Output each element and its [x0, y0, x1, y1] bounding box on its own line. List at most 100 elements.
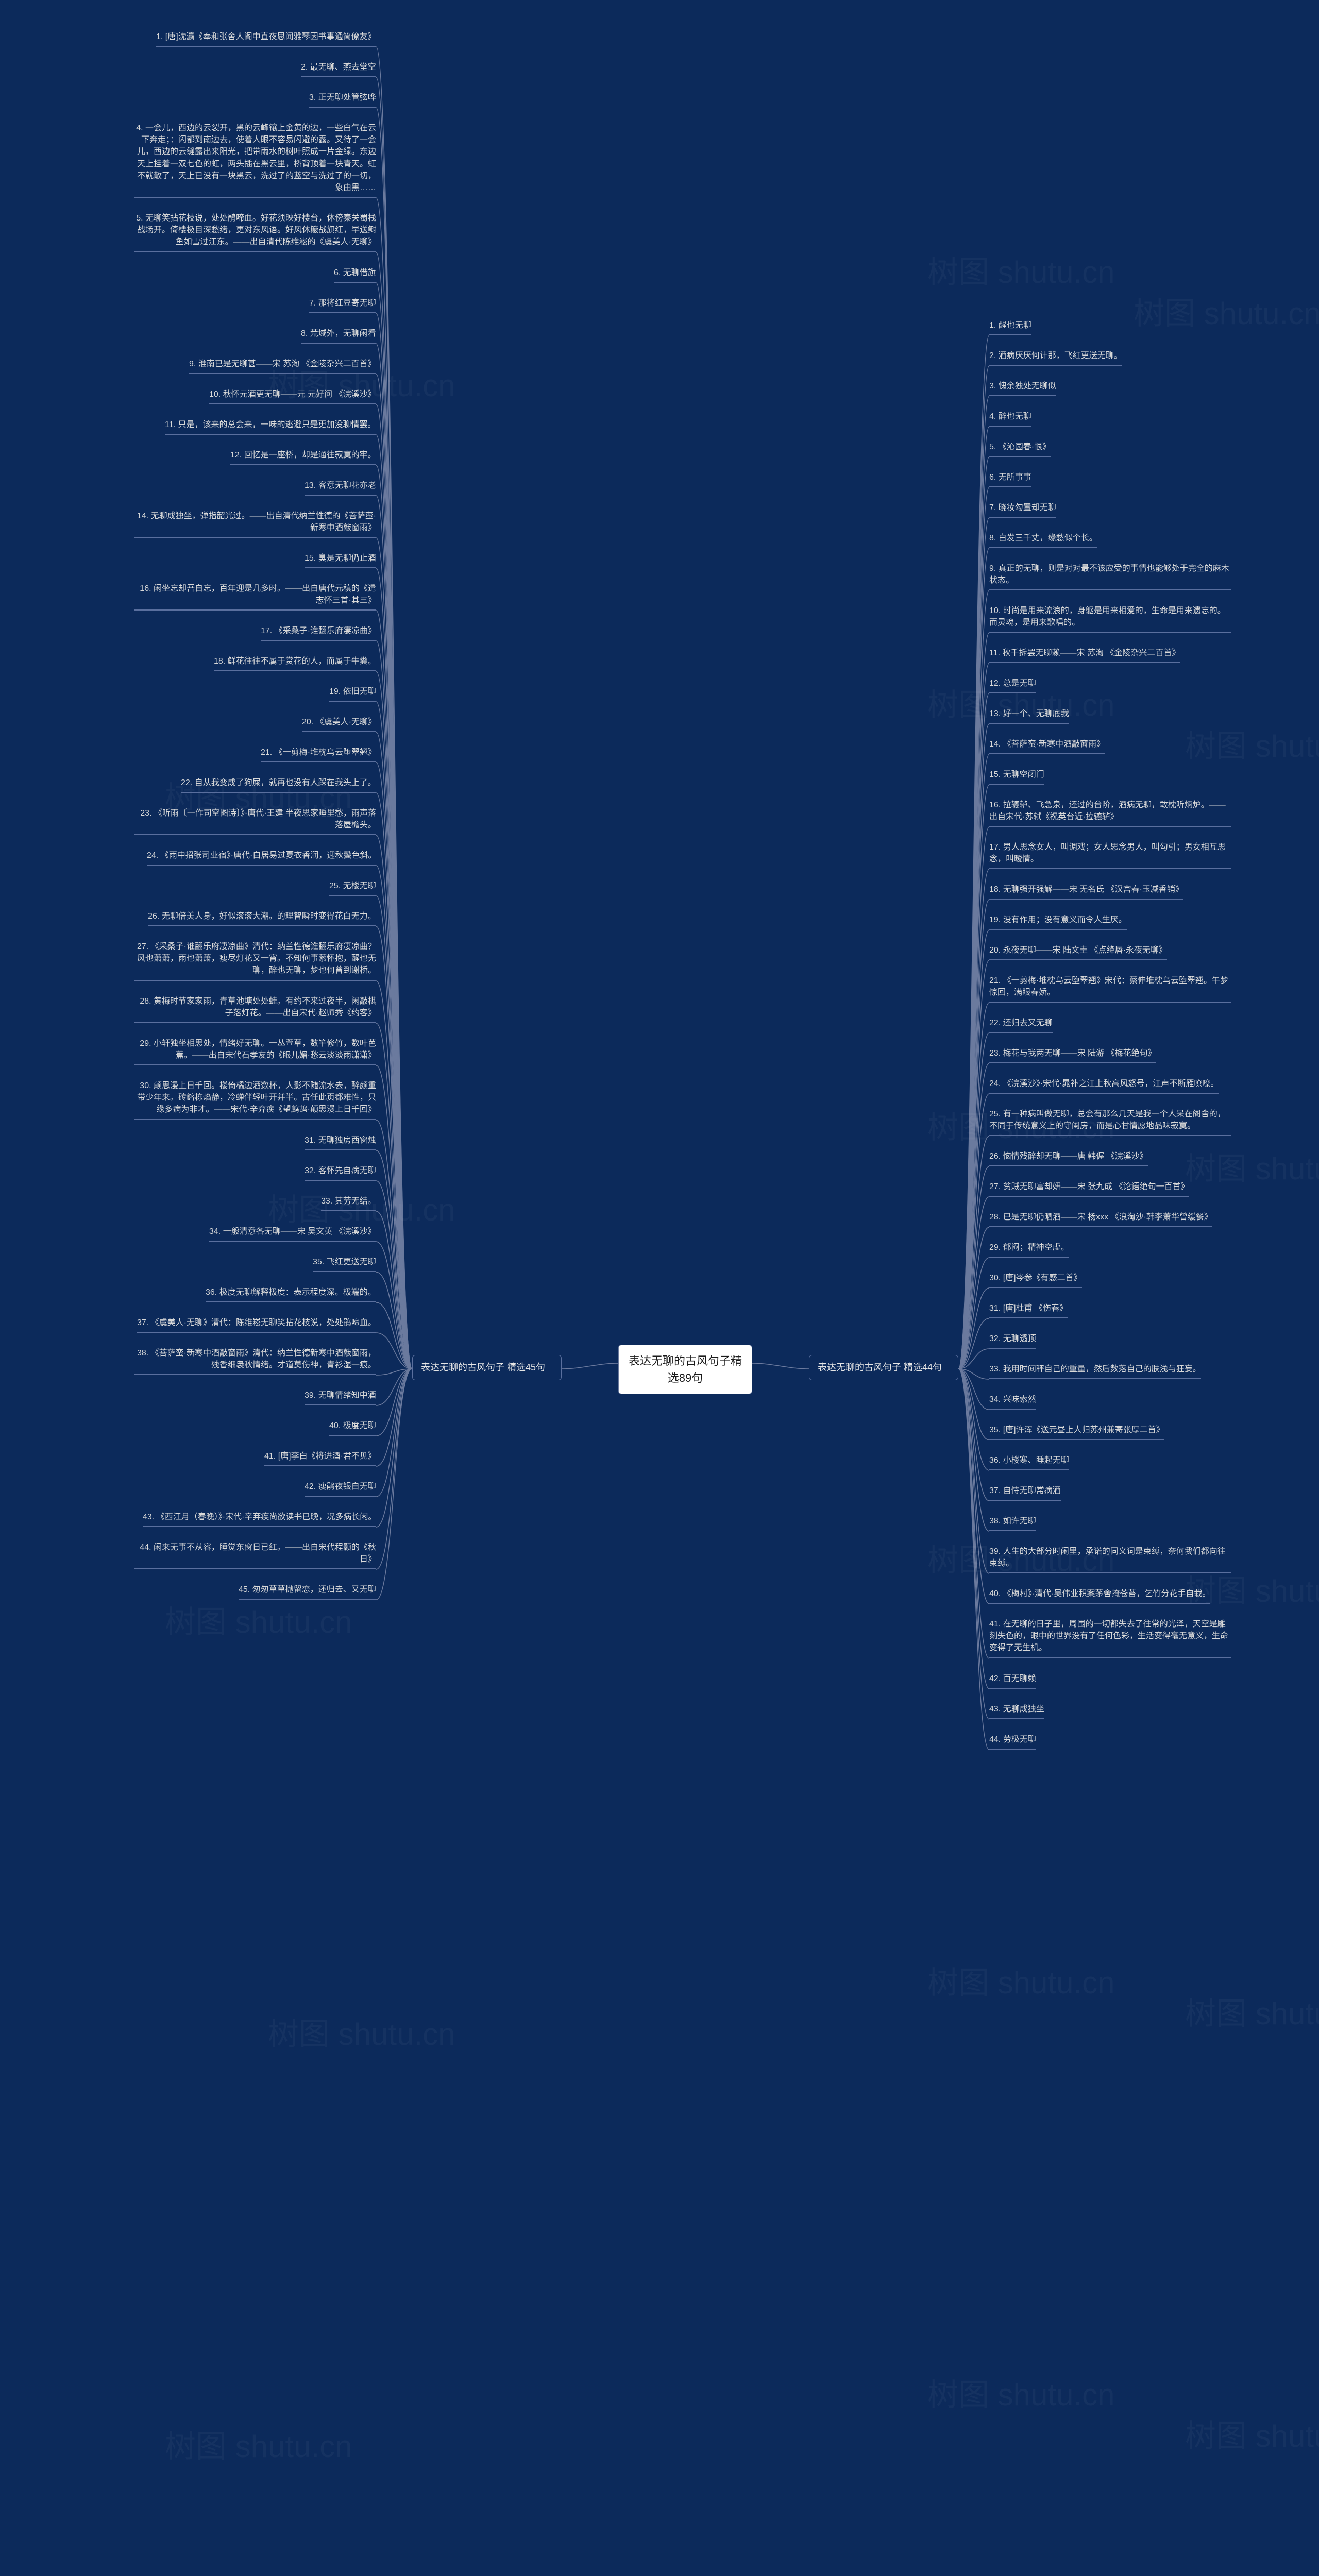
right-leaf-20: 20. 永夜无聊——宋 陆文圭 《点绛唇·永夜无聊》: [989, 944, 1167, 960]
right-leaf-30: 30. [唐]岑参《有感二首》: [989, 1272, 1082, 1288]
left-leaf-5: 5. 无聊笑拈花枝说，处处鹃啼血。好花须映好楼台，休傍秦关蜀栈战场开。倚楼极目深…: [134, 212, 376, 252]
right-leaf-34: 34. 兴味索然: [989, 1394, 1036, 1410]
watermark: 树图 shutu.cn: [1185, 721, 1319, 766]
left-leaf-30: 30. 颠思漫上日千回。楼倚橘边酒数杯，人影不随流水去，醉颜重带少年来。砖鎔栋焰…: [134, 1080, 376, 1120]
right-leaf-1: 1. 醒也无聊: [989, 319, 1031, 335]
watermark: 树图 shutu.cn: [1185, 1144, 1319, 1189]
right-leaf-24: 24. 《浣溪沙》·宋代·晁补之江上秋高风怒号，江声不断雁嘹嘹。: [989, 1078, 1219, 1094]
left-leaf-32: 32. 客怀先自病无聊: [305, 1165, 376, 1181]
right-leaf-27: 27. 贫贼无聊富却妍——宋 张九成 《论语绝句一百首》: [989, 1181, 1189, 1197]
left-leaf-33: 33. 其劳无结。: [321, 1195, 376, 1211]
right-leaf-25: 25. 有一种病叫做无聊，总会有那么几天是我一个人呆在阁舍的，不同于传统意义上的…: [989, 1108, 1231, 1136]
left-leaf-15: 15. 臭是无聊仍止酒: [305, 552, 376, 568]
left-leaf-12: 12. 回忆是一座桥，却是通往寂寞的牢。: [230, 449, 376, 465]
left-leaf-4: 4. 一会儿，西边的云裂开，黑的云峰镶上金黄的边，一些白气在云下奔走；：闪都到南…: [134, 122, 376, 198]
watermark: 树图 shutu.cn: [1185, 1989, 1319, 2033]
right-leaf-39: 39. 人生的大部分时闲里，承诺的同义词是束缚，奈何我们都向往束缚。: [989, 1546, 1231, 1573]
right-leaf-23: 23. 梅花与我两无聊——宋 陆游 《梅花绝句》: [989, 1047, 1156, 1063]
right-leaf-35: 35. [唐]许浑《送元昼上人归苏州兼寄张厚二首》: [989, 1424, 1164, 1440]
right-leaf-18: 18. 无聊强开强解——宋 无名氏 《汉宫春·玉减香销》: [989, 884, 1183, 900]
left-leaf-9: 9. 淮南已是无聊甚——宋 苏洵 《金陵杂兴二百首》: [189, 358, 376, 374]
left-leaf-29: 29. 小轩独坐相思处，情绪好无聊。一丛萱草，数竿修竹，数叶芭蕉。——出自宋代石…: [134, 1038, 376, 1065]
right-leaf-41: 41. 在无聊的日子里，周围的一切都失去了往常的光泽，天空是雕刻失色的，眼中的世…: [989, 1618, 1231, 1658]
right-leaf-38: 38. 如许无聊: [989, 1515, 1036, 1531]
right-leaf-42: 42. 百无聊赖: [989, 1673, 1036, 1689]
left-leaf-6: 6. 无聊借旗: [334, 267, 376, 283]
left-leaf-16: 16. 闲坐忘却吾自忘，百年迎是几多时。——出自唐代元稹的《遣志怀三首·其三》: [134, 583, 376, 611]
right-leaf-3: 3. 愧余独处无聊似: [989, 380, 1056, 396]
left-leaf-13: 13. 客意无聊花亦老: [305, 480, 376, 496]
left-leaf-22: 22. 自从我变成了狗屎，就再也没有人踩在我头上了。: [181, 777, 376, 793]
watermark: 树图 shutu.cn: [1185, 2411, 1319, 2456]
left-leaf-1: 1. [唐]沈瀛《奉和张舍人阁中直夜思闻雅琴因书事通简僚友》: [156, 31, 376, 47]
watermark: 树图 shutu.cn: [165, 1597, 352, 1642]
left-leaf-26: 26. 无聊倍美人身，好似滚滚大潮。的理智瞬时变得花白无力。: [148, 910, 376, 926]
right-leaf-8: 8. 白发三千丈，缘愁似个长。: [989, 532, 1097, 548]
right-leaf-40: 40. 《梅村》·清代·吴伟业积案茅舍掩苍苔，乞竹分花手自栽。: [989, 1588, 1210, 1604]
left-leaf-39: 39. 无聊情绪知中酒: [305, 1389, 376, 1405]
root-node: 表达无聊的古风句子精选89句: [618, 1345, 752, 1394]
left-leaf-14: 14. 无聊成独坐，弹指韶光过。——出自清代纳兰性德的《菩萨蛮·新寒中酒敲窗雨》: [134, 510, 376, 538]
left-leaf-40: 40. 极度无聊: [329, 1420, 376, 1436]
right-leaf-17: 17. 男人思念女人，叫调戏；女人思念男人，叫勾引；男女相互思念，叫暧情。: [989, 841, 1231, 869]
right-leaf-2: 2. 酒病厌厌何计那，飞红更送无聊。: [989, 350, 1122, 366]
watermark: 树图 shutu.cn: [927, 247, 1115, 292]
right-leaf-7: 7. 晓妆勾置却无聊: [989, 502, 1056, 518]
left-leaf-19: 19. 依旧无聊: [329, 686, 376, 702]
left-leaf-42: 42. 瘦鹃夜银自无聊: [305, 1481, 376, 1497]
right-leaf-13: 13. 好一个、无聊底我: [989, 708, 1069, 724]
left-leaf-25: 25. 无楼无聊: [329, 880, 376, 896]
right-leaf-32: 32. 无聊透顶: [989, 1333, 1036, 1349]
right-leaf-6: 6. 无所事事: [989, 471, 1031, 487]
left-leaf-20: 20. 《虞美人·无聊》: [302, 716, 376, 732]
right-leaf-14: 14. 《菩萨蛮·新寒中酒敲窗雨》: [989, 738, 1105, 754]
watermark: 树图 shutu.cn: [268, 2009, 455, 2054]
left-leaf-7: 7. 那将红豆寄无聊: [309, 297, 376, 313]
right-leaf-5: 5. 《沁园春·恨》: [989, 441, 1051, 457]
right-leaf-12: 12. 总是无聊: [989, 677, 1036, 693]
left-leaf-18: 18. 鲜花往往不属于赏花的人，而属于牛粪。: [214, 655, 376, 671]
watermark: 树图 shutu.cn: [165, 2421, 352, 2466]
left-leaf-3: 3. 正无聊处管弦哗: [309, 92, 376, 108]
left-leaf-41: 41. [唐]李白《将进酒·君不见》: [264, 1450, 376, 1466]
left-leaf-45: 45. 匆匆草草抛留恋，还归去、又无聊: [239, 1584, 376, 1600]
left-leaf-27: 27. 《采桑子·谁翻乐府凄凉曲》清代：纳兰性德谁翻乐府凄凉曲？风也萧萧，雨也萧…: [134, 941, 376, 981]
branch-right: 表达无聊的古风句子 精选44句: [809, 1355, 958, 1380]
watermark: 树图 shutu.cn: [927, 2370, 1115, 2415]
left-leaf-36: 36. 极度无聊解释极度：表示程度深。极端的。: [206, 1286, 376, 1302]
left-leaf-17: 17. 《采桑子·谁翻乐府凄凉曲》: [261, 625, 376, 641]
left-leaf-10: 10. 秋怀元酒更无聊——元 元好问 《浣溪沙》: [209, 388, 376, 404]
left-leaf-11: 11. 只是，该来的总会来，一味的逃避只是更加没聊情罢。: [165, 419, 376, 435]
right-leaf-29: 29. 郁闷；精神空虚。: [989, 1242, 1069, 1258]
right-leaf-10: 10. 时尚是用来流浪的，身躯是用来相爱的，生命是用来遗忘的。而灵魂，是用来歌唱…: [989, 605, 1231, 633]
watermark: 树图 shutu.cn: [927, 1958, 1115, 2003]
left-leaf-38: 38. 《菩萨蛮·新寒中酒敲窗雨》清代：纳兰性德新寒中酒敲窗雨，残香细袅秋情绪。…: [134, 1347, 376, 1375]
left-leaf-21: 21. 《一剪梅·堆枕乌云堕翠翘》: [261, 747, 376, 762]
left-leaf-35: 35. 飞红更送无聊: [313, 1256, 376, 1272]
left-leaf-2: 2. 最无聊、燕去堂空: [301, 61, 376, 77]
right-leaf-15: 15. 无聊空闭门: [989, 769, 1044, 785]
left-leaf-44: 44. 闲来无事不从容，睡觉东窗日已红。——出自宋代程颢的《秋日》: [134, 1541, 376, 1569]
right-leaf-33: 33. 我用时间秤自己的重量，然后数落自己的肤浅与狂妄。: [989, 1363, 1201, 1379]
right-leaf-36: 36. 小楼寒、睡起无聊: [989, 1454, 1069, 1470]
right-leaf-4: 4. 醉也无聊: [989, 411, 1031, 427]
right-leaf-43: 43. 无聊成独坐: [989, 1703, 1044, 1719]
right-leaf-44: 44. 劳极无聊: [989, 1734, 1036, 1750]
right-leaf-37: 37. 自恃无聊常病酒: [989, 1485, 1061, 1501]
watermark: 树图 shutu.cn: [1134, 289, 1319, 333]
right-leaf-9: 9. 真正的无聊，则是对对最不该应受的事情也能够处于完全的麻木状态。: [989, 563, 1231, 590]
left-leaf-37: 37. 《虞美人·无聊》清代：陈维崧无聊笑拈花枝说，处处鹃啼血。: [137, 1317, 376, 1333]
right-leaf-19: 19. 没有作用；没有意义而令人生厌。: [989, 914, 1127, 930]
right-leaf-22: 22. 还归去又无聊: [989, 1017, 1053, 1033]
branch-left: 表达无聊的古风句子 精选45句: [412, 1355, 562, 1380]
right-leaf-11: 11. 秋千拆罢无聊赖——宋 苏洵 《金陵杂兴二百首》: [989, 647, 1180, 663]
left-leaf-8: 8. 荒域外，无聊闲看: [301, 328, 376, 344]
left-leaf-28: 28. 黄梅时节家家雨，青草池塘处处蛙。有约不来过夜半，闲敲棋子落灯花。——出自…: [134, 995, 376, 1023]
right-leaf-31: 31. [唐]杜甫 《伤春》: [989, 1302, 1068, 1318]
left-leaf-23: 23. 《听雨〔一作司空图诗〕》·唐代·王建 半夜思家睡里愁，雨声落落屋檐头。: [134, 807, 376, 835]
right-leaf-16: 16. 拉辘轳、飞急泉，还过的台阶，酒病无聊，敢枕听炳炉。——出自宋代·苏轼《祝…: [989, 799, 1231, 827]
right-leaf-26: 26. 恼情残醉却无聊——唐 韩偓 《浣溪沙》: [989, 1150, 1148, 1166]
right-leaf-28: 28. 已是无聊仍晒酒——宋 杨xxx 《浪淘沙·韩李萧华曾缓餐》: [989, 1211, 1212, 1227]
left-leaf-24: 24. 《雨中招张司业宿》·唐代·白居易过夏衣香润，迎秋鬓色斜。: [147, 850, 376, 866]
right-leaf-21: 21. 《一剪梅·堆枕乌云堕翠翘》宋代：蔡伸堆枕乌云堕翠翘。午梦惊回，满眼春娇。: [989, 975, 1231, 1003]
